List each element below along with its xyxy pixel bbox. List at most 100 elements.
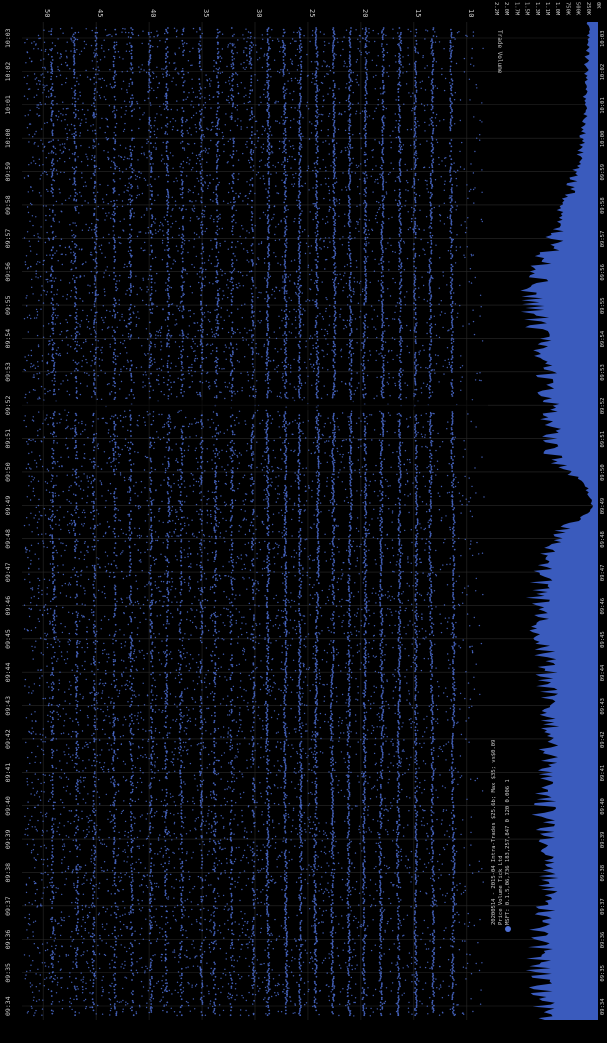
trade-print [379,590,381,592]
trade-print [450,293,452,295]
trade-print [415,368,417,370]
trade-print [333,611,335,613]
trade-print [382,728,384,730]
trade-print [333,490,335,492]
trade-print [433,930,435,932]
trade-print [350,398,352,400]
trade-print [300,965,302,967]
trade-print [452,533,454,535]
trade-print [431,469,433,471]
trade-print [363,859,365,861]
trade-print [381,562,383,564]
trade-print [399,606,401,608]
trade-print [298,152,300,154]
trade-print [365,269,367,271]
trade-print [430,581,432,583]
trade-print [416,760,418,762]
trade-print [365,688,367,690]
trade-print [299,291,301,293]
trade-print [365,530,367,532]
trade-print [299,45,301,47]
trade-print [365,237,367,239]
trade-print [284,230,286,232]
trade-print [348,762,350,764]
trade-print [299,555,301,557]
trade-print [315,45,317,47]
trade-print [318,597,320,599]
trade-print [315,685,317,687]
trade-print [398,861,400,863]
trade-print [317,339,319,341]
trade-print [383,222,385,224]
trade-print [399,115,401,117]
trade-print [379,811,381,813]
trade-print [348,37,350,39]
trade-print [333,648,335,650]
trade-print [348,645,350,647]
trade-print [415,352,417,354]
trade-print [284,293,286,295]
trade-print [414,426,416,428]
trade-print [283,150,285,152]
trade-print [364,200,366,202]
trade-print [300,859,302,861]
trade-print [398,726,400,728]
trade-print [430,499,432,501]
trade-print [364,638,366,640]
trade-print [285,467,287,469]
trade-print [316,101,318,103]
trade-print [332,90,334,92]
trade-print [432,106,434,108]
trade-print [314,982,316,984]
trade-print [451,365,453,367]
trade-print [397,749,399,751]
trade-print [397,914,399,916]
trade-print [284,352,286,354]
trade-print [380,968,382,970]
trade-print [349,934,351,936]
trade-print [316,202,318,204]
trade-print [332,840,334,842]
trade-print [362,891,364,893]
trade-print [317,448,319,450]
trade-print [364,450,366,452]
trade-print [299,336,301,338]
trade-print [298,237,300,239]
trade-print [365,432,367,434]
trade-print [332,989,334,991]
trade-print [348,237,350,239]
trade-print [318,576,320,578]
trade-print [284,67,286,69]
trade-print [350,528,352,530]
trade-print [415,934,417,936]
trade-print [432,979,434,981]
trade-print [300,587,302,589]
trade-print [318,376,320,378]
trade-print [383,50,385,52]
trade-print [332,830,334,832]
trade-print [365,472,367,474]
trade-print [316,707,318,709]
trade-print [335,333,337,335]
trade-print [430,595,432,597]
trade-print [450,93,452,95]
trade-print [452,589,454,591]
trade-print [318,474,320,476]
trade-print [333,200,335,202]
trade-print [380,579,382,581]
trade-print [333,123,335,125]
trade-print [284,781,286,783]
trade-print [364,491,366,493]
trade-print [382,702,384,704]
trade-print [400,152,402,154]
trade-print [451,280,453,282]
trade-print [334,286,336,288]
trade-print [299,94,301,96]
trade-print [299,112,301,114]
trade-print [363,336,365,338]
trade-print [334,278,336,280]
trade-print [416,1003,418,1005]
trade-print [365,62,367,64]
trade-print [398,640,400,642]
trade-print [348,109,350,111]
